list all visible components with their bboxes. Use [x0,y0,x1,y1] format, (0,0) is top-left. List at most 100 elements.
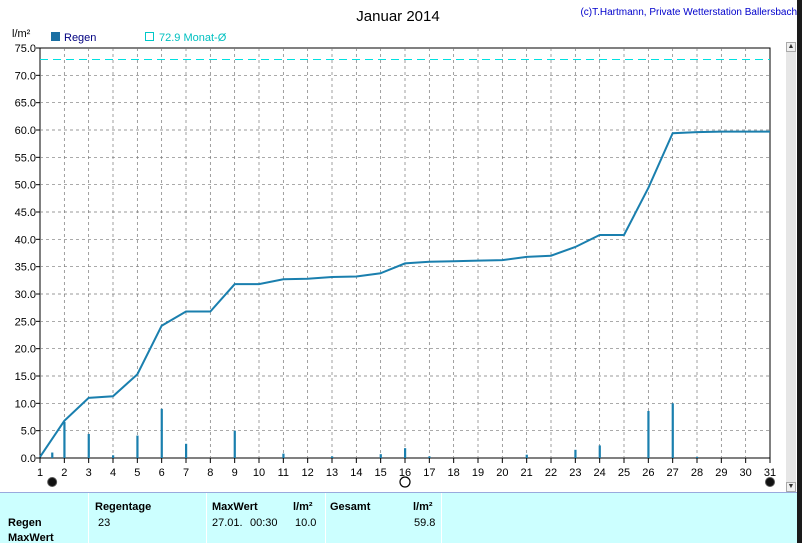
y-axis: 0.0 5.0 10.0 15.0 20.0 25.0 30.0 35.0 40.0 45.0 50… [15,43,40,465]
maxwert-value: 10.0 [295,517,317,529]
x-tick-label: 4 [110,467,116,479]
x-tick-label: 27 [667,467,679,479]
row-label-maxwert: MaxWert [8,532,54,544]
scroll-down-icon[interactable]: ▼ [786,482,796,492]
maxwert-unit-label: l/m² [293,501,313,513]
y-tick-label: 15.0 [15,371,36,383]
x-tick-label: 31 [764,467,776,479]
daily-rain-bar [112,455,115,458]
daily-rain-bar [160,408,163,458]
regentage-label: Regentage [95,501,152,513]
daily-rain-bar [525,454,528,458]
rain-chart: Januar 2014 (c)T.Hartmann, Private Wette… [12,7,797,488]
y-tick-label: 65.0 [15,98,36,110]
daily-rain-bar [428,456,431,458]
daily-rain-bar [598,445,601,458]
x-tick-label: 2 [61,467,67,479]
legend: Regen 72.9 Monat-Ø [51,32,227,44]
y-tick-label: 60.0 [15,125,36,137]
vertical-scrollbar[interactable]: ▲ ▼ [786,42,796,492]
x-tick-label: 29 [715,467,727,479]
x-tick-label: 23 [569,467,581,479]
x-tick-label: 17 [423,467,435,479]
x-tick-label: 13 [326,467,338,479]
scroll-up-icon[interactable]: ▲ [786,42,796,52]
new-moon-icon [765,477,775,487]
divider [206,493,207,544]
legend-rain-swatch [51,32,60,41]
divider [441,493,442,544]
daily-rain-bar [136,435,139,458]
x-tick-label: 26 [642,467,654,479]
x-tick-label: 7 [183,467,189,479]
gesamt-unit-label: l/m² [413,501,433,513]
x-tick-label: 15 [375,467,387,479]
x-tick-label: 22 [545,467,557,479]
daily-rain-bar [63,421,66,458]
daily-rain-bar [404,448,407,458]
maxwert-time: 00:30 [250,517,278,529]
divider [88,493,89,544]
daily-rain-bar [574,449,577,458]
x-tick-label: 9 [232,467,238,479]
chart-title: Januar 2014 [356,8,439,25]
daily-rain-bar [647,410,650,458]
daily-rain-bar [379,454,382,458]
y-tick-label: 50.0 [15,180,36,192]
new-moon-icon [47,477,58,487]
moon-phases [47,476,775,488]
gesamt-value: 59.8 [414,517,436,529]
regentage-value: 23 [98,517,111,529]
daily-rain-bar [233,430,236,458]
x-tick-label: 1 [37,467,43,479]
legend-avg-swatch [145,32,154,41]
daily-rain-bar [696,456,699,458]
y-tick-label: 20.0 [15,344,36,356]
x-tick-label: 3 [86,467,92,479]
legend-avg-label: 72.9 Monat-Ø [159,32,227,44]
x-tick-label: 20 [496,467,508,479]
window-edge [797,0,802,543]
y-tick-label: 25.0 [15,316,36,328]
x-tick-label: 28 [691,467,703,479]
x-tick-label: 6 [159,467,165,479]
x-tick-label: 5 [134,467,140,479]
x-tick-label: 19 [472,467,484,479]
daily-rain-bar [185,443,188,458]
x-tick-label: 18 [448,467,460,479]
x-tick-label: 11 [278,467,289,479]
y-tick-label: 5.0 [21,426,36,438]
y-tick-label: 30.0 [15,289,36,301]
daily-rain-bars [51,403,699,458]
row-label-regen: Regen [8,517,42,529]
x-tick-label: 16 [399,467,411,479]
x-tick-label: 24 [594,467,606,479]
maxwert-date: 27.01. [212,517,243,529]
copyright-text: (c)T.Hartmann, Private Wetterstation Bal… [580,7,797,18]
y-tick-label: 40.0 [15,234,36,246]
y-tick-label: 75.0 [15,43,36,55]
maxwert-label: MaxWert [212,501,258,513]
x-tick-label: 12 [302,467,314,479]
gesamt-label: Gesamt [330,501,371,513]
x-tick-label: 14 [350,467,362,479]
daily-rain-bar [671,403,674,458]
stats-panel: Regen MaxWert Regentage 23 MaxWert l/m² … [0,492,797,544]
y-tick-label: 35.0 [15,262,36,274]
x-tick-label: 10 [253,467,265,479]
x-axis: 1 2 3 4 5 6 7 8 9 10 11 12 13 14 15 16 17 18 19 20 21 22 23 24 2… [37,458,776,479]
daily-rain-bar [87,433,90,458]
legend-rain-label: Regen [64,32,96,44]
x-tick-label: 25 [618,467,630,479]
x-tick-label: 8 [207,467,213,479]
divider [325,493,326,544]
grid [40,48,770,458]
cumulative-rain-line [39,130,770,458]
y-tick-label: 10.0 [15,398,36,410]
x-tick-label: 30 [740,467,752,479]
x-tick-label: 21 [521,467,533,479]
y-axis-unit-label: l/m² [12,28,31,40]
y-tick-label: 55.0 [15,152,36,164]
full-moon-icon [399,476,411,488]
y-tick-label: 0.0 [21,453,36,465]
